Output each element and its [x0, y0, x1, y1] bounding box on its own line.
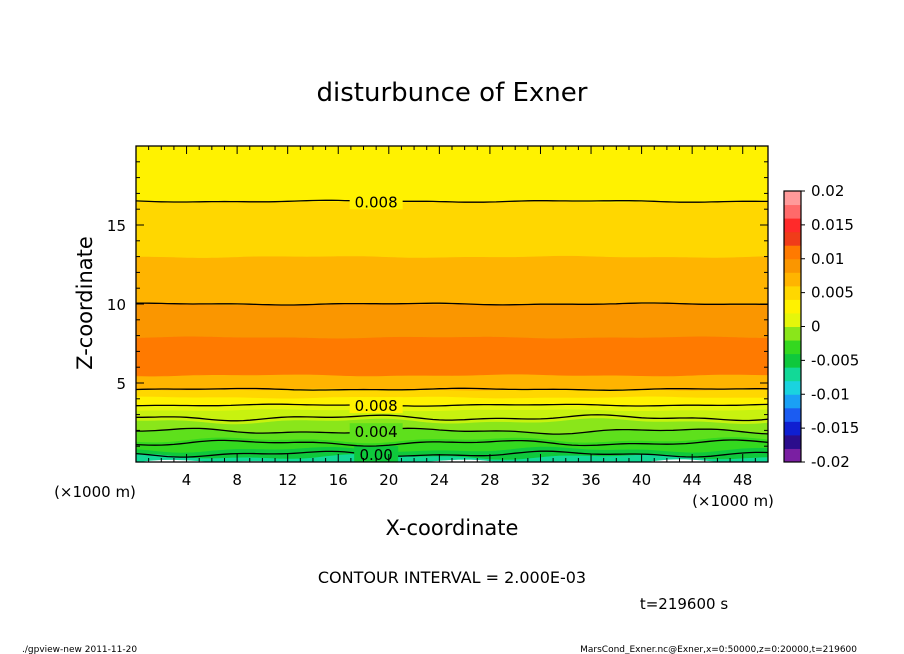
y-tick-label: 10 [107, 296, 126, 314]
contour-label-bg [349, 423, 403, 440]
colorbar-tick-label: 0.005 [811, 284, 854, 302]
colorbar-swatch [784, 191, 801, 206]
contour-label-bg [349, 193, 403, 210]
x-axis-label: X-coordinate [386, 516, 519, 540]
y-tick-label: 15 [107, 217, 126, 235]
colorbar-swatch [784, 245, 801, 260]
colorbar-tick-label: 0.015 [811, 216, 854, 234]
colorbar-swatch [784, 367, 801, 382]
x-tick-label: 12 [278, 471, 297, 489]
contour-line [136, 387, 768, 391]
x-tick-label: 48 [733, 471, 752, 489]
colorbar-swatch [784, 285, 801, 300]
colorbar-swatch [784, 326, 801, 341]
colorbar-swatch [784, 434, 801, 449]
contour-band [136, 146, 768, 203]
contour-line [136, 450, 768, 458]
colorbar-swatch [784, 394, 801, 409]
colorbar-tick-label: -0.005 [811, 351, 859, 369]
contour-label: 0.008 [355, 397, 398, 415]
colorbar-tick-label: -0.01 [811, 385, 850, 403]
contour-line [136, 427, 768, 435]
colorbar-tick-label: -0.015 [811, 419, 859, 437]
colorbar-swatch [784, 258, 801, 273]
colorbar-swatch [784, 407, 801, 422]
contour-line [136, 199, 768, 203]
contour-label-bg [354, 446, 399, 462]
contour-label: 0.008 [355, 193, 398, 211]
x-tick-label: 44 [683, 471, 702, 489]
contour-label-bg [349, 397, 403, 414]
plot-area: 0.00 0.004 0.008 0.008 [136, 146, 768, 464]
colorbar-tick-label: 0.01 [811, 250, 844, 268]
contour-label: 0.00 [359, 446, 392, 464]
colorbar-swatch [784, 340, 801, 355]
x-tick-label: 4 [182, 471, 192, 489]
colorbar-swatch [784, 299, 801, 314]
x-tick-label: 28 [480, 471, 499, 489]
colorbar: 0.02 0.015 0.01 0.005 0 -0.005 -0.01 -0.015 -0.0… [783, 182, 859, 471]
x-tick-label: 32 [531, 471, 550, 489]
time-label: t=219600 s [640, 595, 728, 613]
contour-label: 0.004 [355, 423, 398, 441]
colorbar-swatch [784, 448, 801, 463]
contour-interval-text: CONTOUR INTERVAL = 2.000E-03 [318, 568, 586, 587]
contour-band [136, 302, 768, 339]
contour-line [136, 302, 768, 306]
y-axis-label: Z-coordinate [73, 236, 97, 370]
x-tick-label: 8 [232, 471, 242, 489]
y-axis-unit: (×1000 m) [54, 483, 136, 501]
colorbar-swatch [784, 380, 801, 395]
x-axis-unit: (×1000 m) [692, 492, 774, 510]
footer-right: MarsCond_Exner.nc@Exner,x=0:50000,z=0:20… [580, 645, 857, 654]
colorbar-swatch [784, 218, 801, 233]
colorbar-swatch [784, 204, 801, 219]
y-tick-label: 5 [116, 375, 126, 393]
colorbar-swatch [784, 312, 801, 327]
x-tick-label: 36 [581, 471, 600, 489]
contour-line [136, 439, 768, 447]
colorbar-swatch [784, 272, 801, 287]
contour-band [136, 199, 768, 258]
contour-band [136, 255, 768, 306]
colorbar-tick-label: -0.02 [811, 453, 850, 471]
colorbar-swatch [784, 353, 801, 368]
x-tick-label: 16 [329, 471, 348, 489]
colorbar-swatch [784, 421, 801, 436]
x-tick-label: 24 [430, 471, 449, 489]
x-tick-label: 40 [632, 471, 651, 489]
footer-left: ./gpview-new 2011-11-20 [22, 645, 137, 654]
contour-line [136, 414, 768, 422]
colorbar-tick-label: 0.02 [811, 182, 844, 200]
x-tick-label: 20 [379, 471, 398, 489]
colorbar-tick-label: 0 [811, 318, 821, 336]
contour-band [136, 335, 768, 377]
contour-line [136, 403, 768, 407]
chart-title: disturbunce of Exner [317, 78, 588, 108]
colorbar-swatch [784, 231, 801, 246]
